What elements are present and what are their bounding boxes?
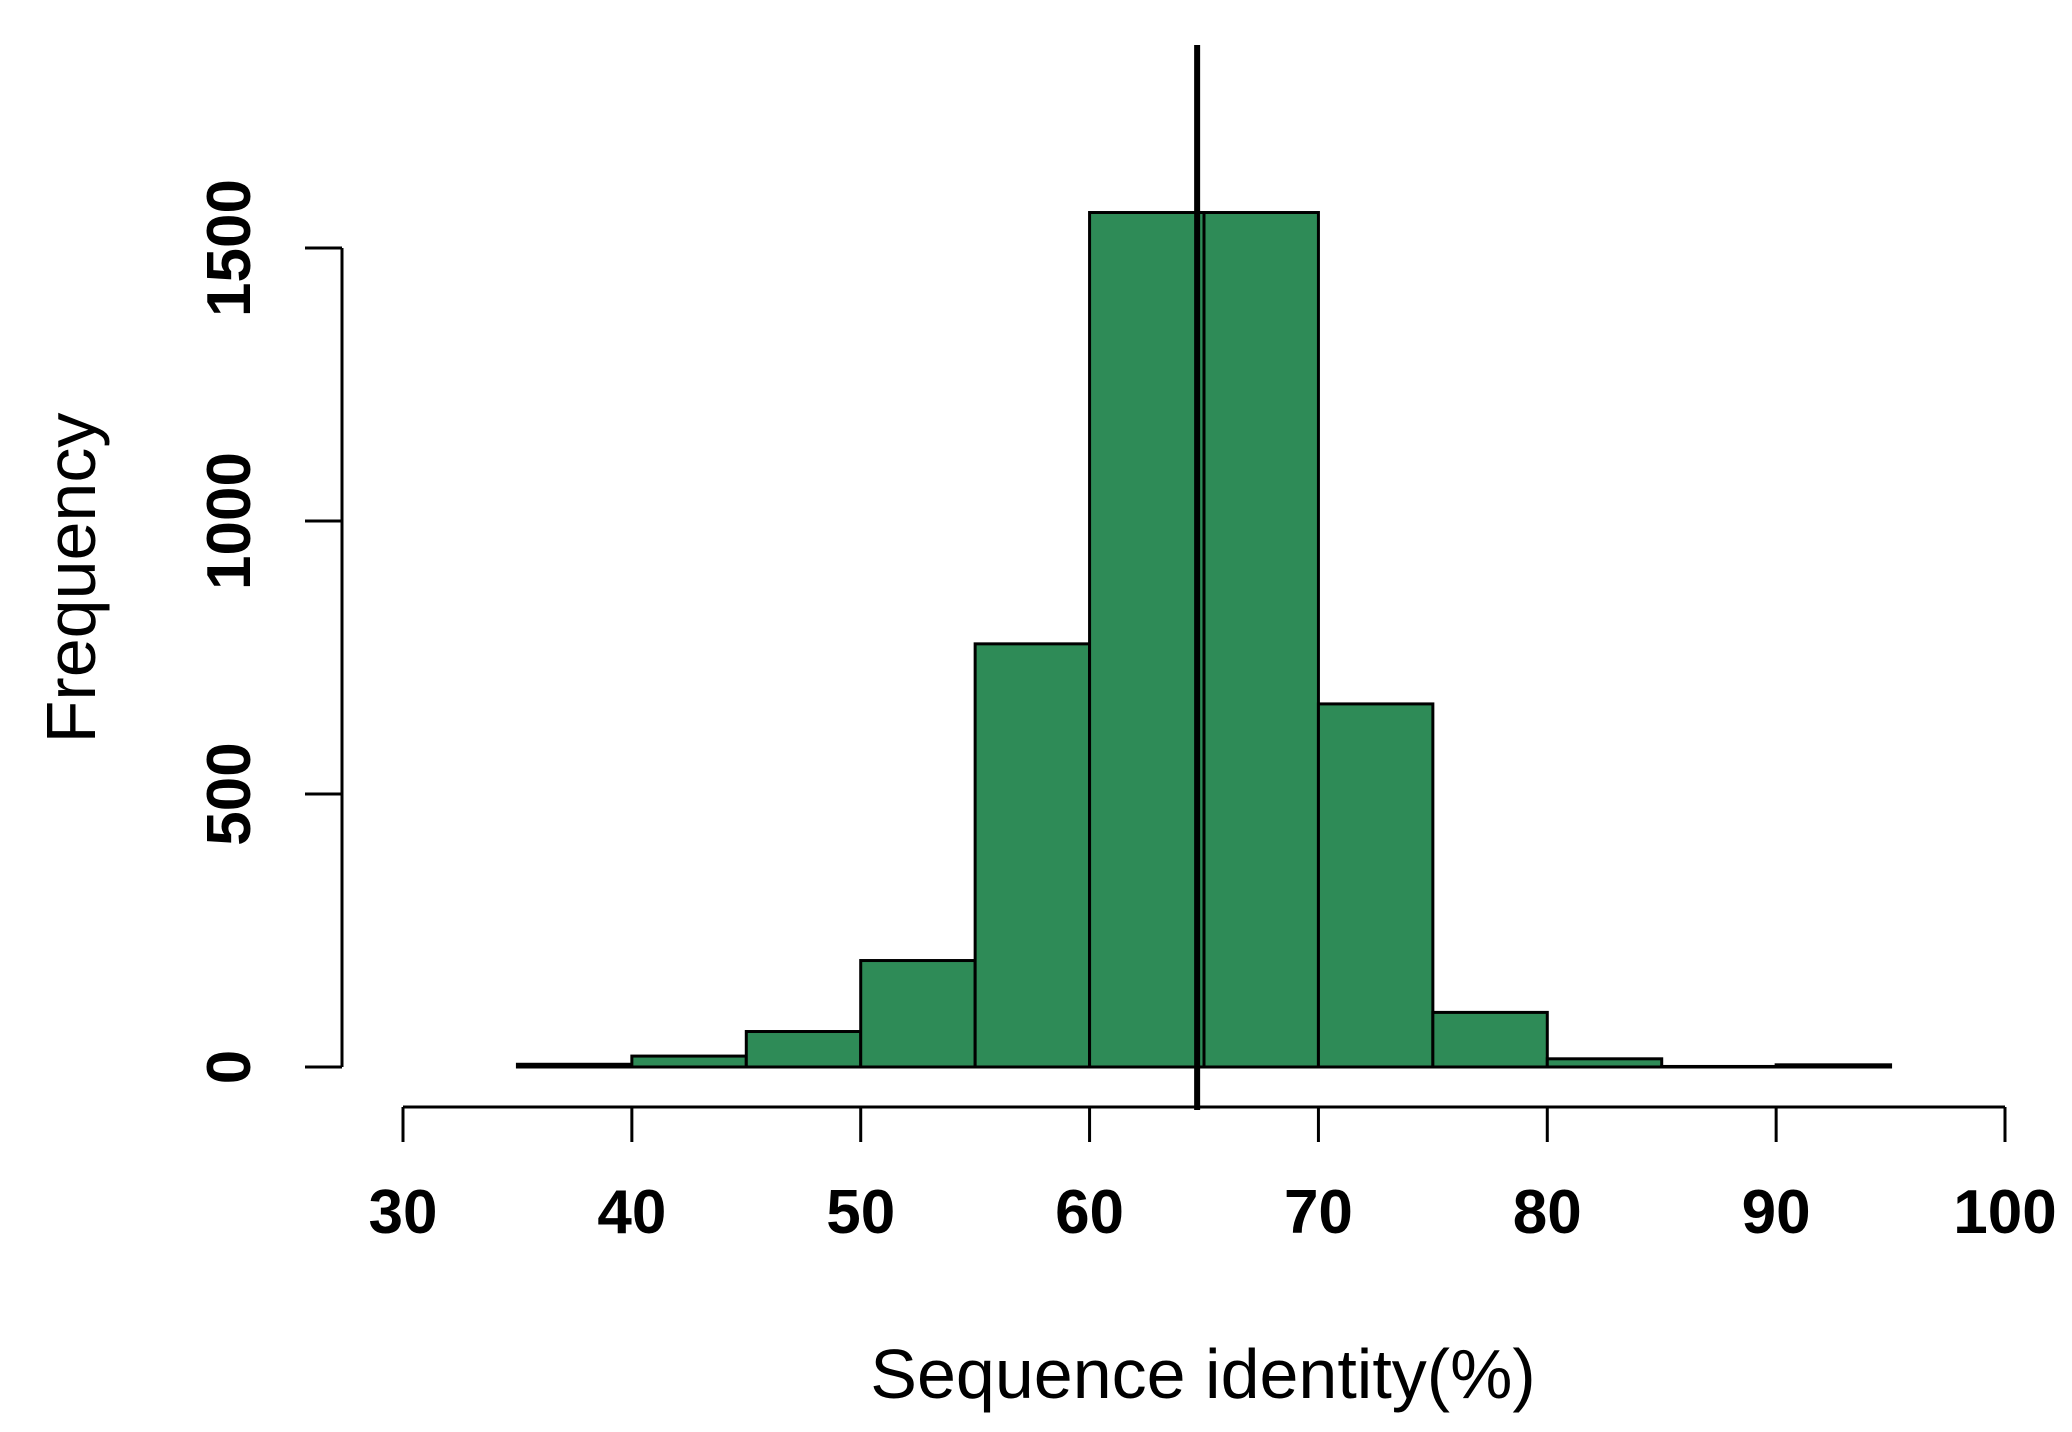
x-tick-label-60: 60 [1055, 1178, 1124, 1247]
histogram-bar-50-55 [859, 959, 977, 1069]
y-tick-label-1500: 1500 [195, 179, 264, 317]
histogram-bar-55-60 [973, 642, 1092, 1069]
x-tick-label-40: 40 [597, 1178, 666, 1247]
y-axis-title: Frequency [32, 413, 110, 744]
histogram-bar-85-90 [1660, 1064, 1778, 1069]
y-tick-label-0: 0 [195, 1050, 264, 1084]
x-tick-label-90: 90 [1742, 1178, 1811, 1247]
x-tick-label-30: 30 [369, 1178, 438, 1247]
histogram-bar-65-70 [1202, 211, 1320, 1069]
x-tick-label-80: 80 [1513, 1178, 1582, 1247]
bars-layer [515, 211, 1893, 1069]
histogram-bar-40-45 [630, 1054, 748, 1069]
x-tick-label-70: 70 [1284, 1178, 1353, 1247]
histogram-bar-90-95 [1774, 1063, 1893, 1069]
x-axis-title: Sequence identity(%) [870, 1335, 1535, 1413]
y-axis: 0 500 1000 1500 [195, 179, 344, 1084]
y-tick-label-1000: 1000 [195, 452, 264, 590]
histogram-bar-45-50 [744, 1030, 863, 1069]
histogram-bar-70-75 [1316, 702, 1435, 1069]
histogram-bar-35-40 [515, 1062, 634, 1069]
x-axis: 30 40 50 60 70 80 90 100 [369, 1105, 2057, 1247]
histogram-bar-60-65 [1088, 211, 1206, 1069]
y-tick-label-500: 500 [195, 742, 264, 845]
x-tick-label-100: 100 [1953, 1178, 2056, 1247]
histogram-bar-75-80 [1431, 1010, 1549, 1069]
x-tick-label-50: 50 [826, 1178, 895, 1247]
histogram-bar-80-85 [1545, 1057, 1664, 1069]
